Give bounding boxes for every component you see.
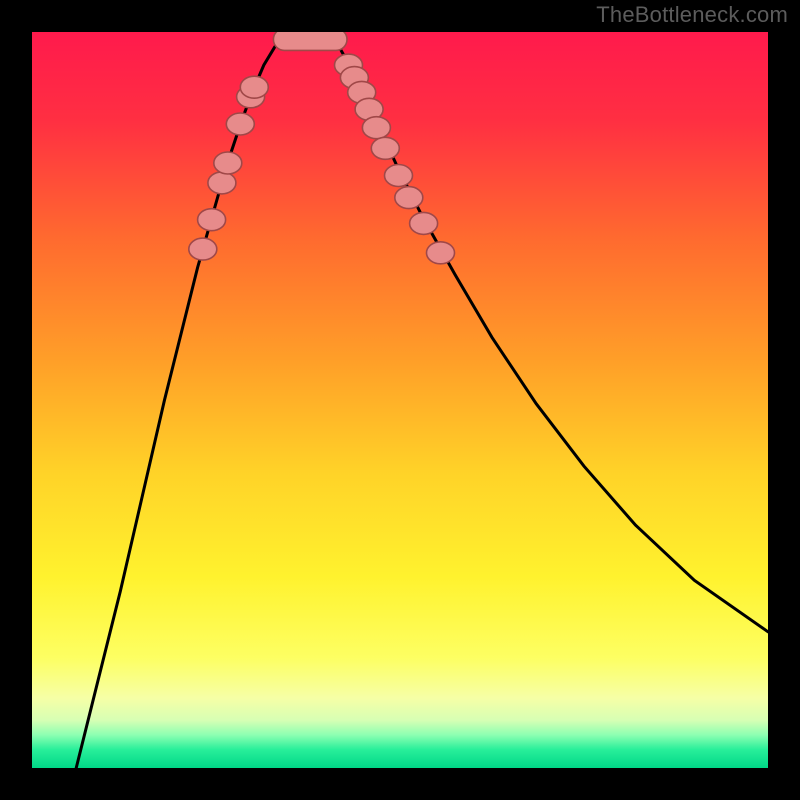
marker-right-8 xyxy=(410,212,438,234)
marker-left-1 xyxy=(198,209,226,231)
marker-left-3 xyxy=(214,152,242,174)
marker-right-5 xyxy=(371,137,399,159)
marker-left-0 xyxy=(189,238,217,260)
stage: TheBottleneck.com xyxy=(0,0,800,800)
marker-left-6 xyxy=(240,76,268,98)
marker-left-2 xyxy=(208,172,236,194)
marker-right-7 xyxy=(395,187,423,209)
chart-svg xyxy=(32,32,768,768)
watermark-text: TheBottleneck.com xyxy=(596,2,788,28)
marker-right-4 xyxy=(362,117,390,139)
gradient-background xyxy=(32,32,768,768)
plot-area xyxy=(32,32,768,768)
valley-pill-marker xyxy=(273,32,347,50)
marker-right-6 xyxy=(385,165,413,187)
marker-left-4 xyxy=(226,113,254,135)
marker-right-9 xyxy=(427,242,455,264)
